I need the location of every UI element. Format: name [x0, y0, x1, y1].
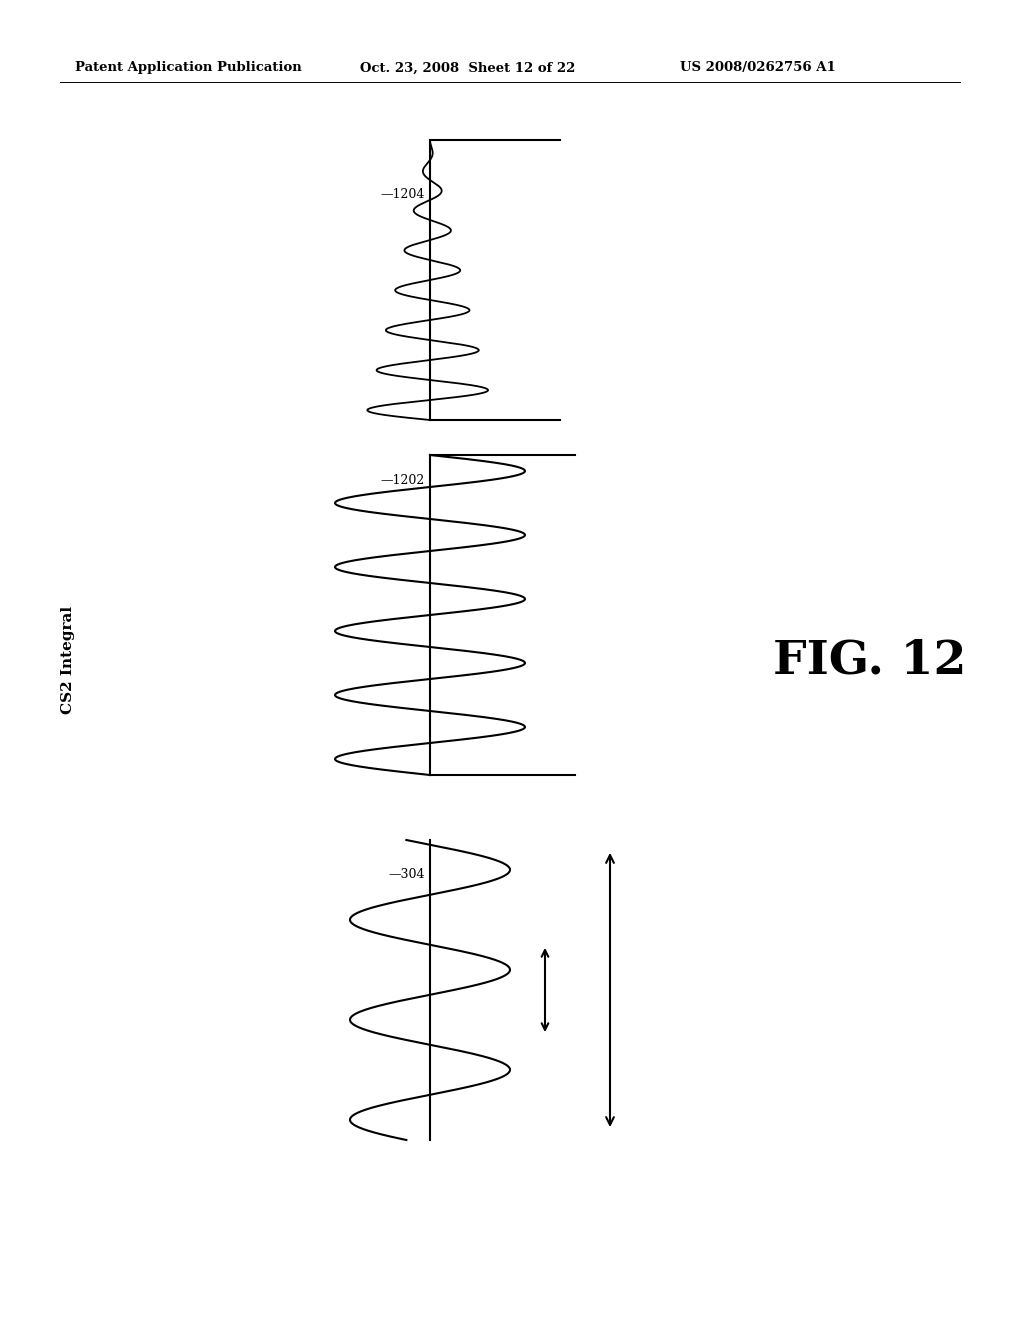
Text: US 2008/0262756 A1: US 2008/0262756 A1	[680, 62, 836, 74]
Text: —304: —304	[388, 869, 425, 882]
Text: Oct. 23, 2008  Sheet 12 of 22: Oct. 23, 2008 Sheet 12 of 22	[360, 62, 575, 74]
Text: Patent Application Publication: Patent Application Publication	[75, 62, 302, 74]
Text: CS2 Integral: CS2 Integral	[61, 606, 75, 714]
Text: —1202: —1202	[381, 474, 425, 487]
Text: FIG. 12: FIG. 12	[773, 638, 967, 682]
Text: —1204: —1204	[381, 189, 425, 202]
